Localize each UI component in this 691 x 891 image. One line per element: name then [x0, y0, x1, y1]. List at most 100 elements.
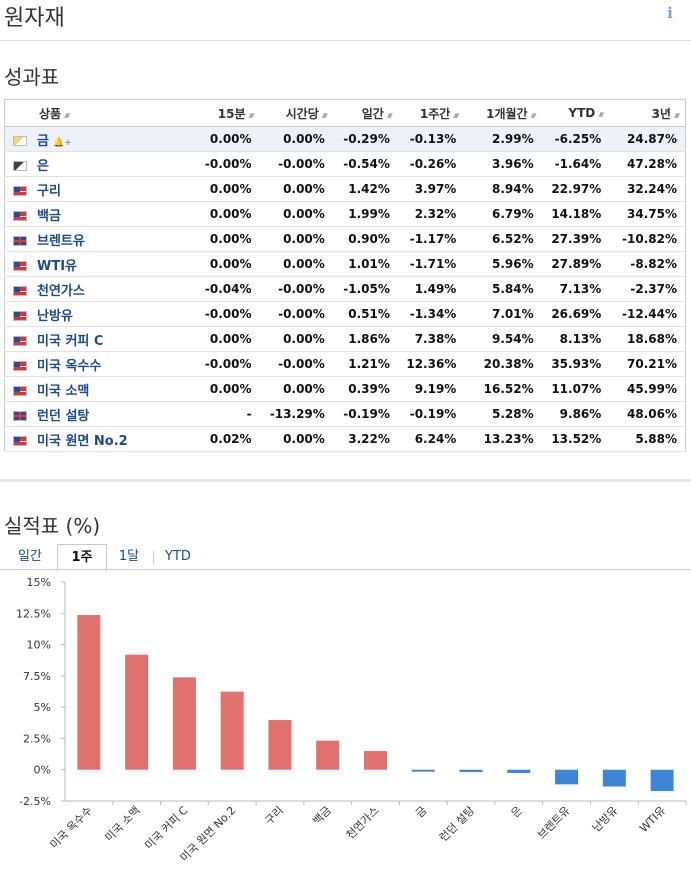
- column-header[interactable]: 시간당 ▴▾: [259, 99, 333, 127]
- commodity-name-link[interactable]: 은: [37, 158, 49, 174]
- column-header-label: 일간: [361, 106, 384, 121]
- sort-icon[interactable]: ▴▾: [453, 110, 459, 121]
- cell-value: -0.00%: [259, 301, 333, 327]
- cell-value: -0.04%: [190, 276, 260, 302]
- table-row[interactable]: 미국 옥수수 -0.00% -0.00% 1.21% 12.36% 20.38% 35.93…: [4, 351, 686, 377]
- column-header[interactable]: 일간 ▴▾: [332, 99, 398, 127]
- cell-value: -0.19%: [397, 401, 465, 427]
- cell-value: 18.68%: [609, 326, 686, 352]
- cell-value: -13.29%: [259, 401, 333, 427]
- performance-bar-chart: 15% 12.5% 10% 7.5% 5% 2.5% 0% -2.5%미국 옥수수 미국 소맥 미…: [16, 576, 687, 865]
- table-row[interactable]: 난방유 -0.00% -0.00% 0.51% -1.34% 7.01% 26.69% -12…: [4, 301, 686, 327]
- cell-value: -0.26%: [397, 151, 465, 177]
- bar: [507, 769, 531, 773]
- cell-value: 8.94%: [464, 176, 542, 202]
- sort-icon[interactable]: ▴▾: [321, 110, 328, 121]
- cell-value: 0.00%: [190, 126, 260, 152]
- commodity-name-link[interactable]: 천연가스: [37, 283, 85, 299]
- column-header[interactable]: 상품 ▴▾: [4, 99, 191, 127]
- commodity-name-link[interactable]: 백금: [37, 208, 61, 224]
- column-header[interactable]: 3년 ▴▾: [609, 99, 686, 127]
- cell-value: -0.00%: [190, 351, 260, 377]
- sort-icon[interactable]: ▴▾: [598, 110, 604, 120]
- y-tick-label: 15%: [27, 576, 51, 589]
- cell-value: 5.88%: [609, 426, 686, 452]
- column-header[interactable]: 1개월간 ▴▾: [464, 99, 542, 127]
- sort-icon[interactable]: ▴▾: [386, 110, 393, 121]
- table-row[interactable]: WTI유 0.00% 0.00% 1.01% -1.71% 5.96% 27.89% -8.8…: [4, 251, 686, 277]
- cell-value: 0.00%: [259, 426, 333, 452]
- column-header-label: 상품: [39, 106, 62, 121]
- commodity-name-link[interactable]: WTI유: [37, 258, 78, 274]
- cell-value: 70.21%: [609, 351, 686, 377]
- cell-value: 16.52%: [464, 376, 542, 402]
- cell-value: 0.00%: [190, 176, 260, 202]
- column-header[interactable]: 1주간 ▴▾: [397, 99, 465, 127]
- table-row[interactable]: 구리 0.00% 0.00% 1.42% 3.97% 8.94% 22.97% 32.24%: [4, 176, 686, 202]
- y-tick-label: 2.5%: [23, 732, 51, 745]
- cell-value: -: [190, 401, 260, 427]
- column-header-label: 1개월간: [486, 106, 528, 121]
- divider: [0, 40, 691, 41]
- commodity-name-link[interactable]: 미국 커피 C: [37, 333, 104, 349]
- sort-icon[interactable]: ▴▾: [248, 110, 255, 121]
- commodity-name-link[interactable]: 브렌트유: [37, 233, 85, 249]
- bar: [220, 691, 244, 770]
- cell-value: 48.06%: [609, 401, 686, 427]
- flag-icon: [13, 436, 27, 446]
- table-row[interactable]: 은 -0.00% -0.00% -0.54% -0.26% 3.96% -1.64% 47.2…: [4, 151, 686, 177]
- cell-value: 20.38%: [464, 351, 542, 377]
- y-tick-label: 0%: [34, 764, 51, 777]
- commodity-name-link[interactable]: 미국 옥수수: [37, 358, 102, 374]
- x-tick-label: 브렌트유: [535, 804, 573, 842]
- sort-icon[interactable]: ▴▾: [530, 110, 537, 121]
- column-header[interactable]: YTD ▴▾: [541, 99, 610, 127]
- cell-value: 6.52%: [464, 226, 542, 252]
- cell-value: 0.00%: [259, 326, 333, 352]
- column-header-label: YTD: [568, 106, 596, 120]
- cell-value: -12.44%: [609, 301, 686, 327]
- flag-icon: [13, 411, 27, 421]
- y-tick-label: 12.5%: [16, 607, 51, 620]
- bar: [364, 751, 387, 770]
- tab-1[interactable]: 1주: [57, 544, 107, 572]
- bar: [316, 740, 340, 770]
- cell-value: 1.86%: [332, 326, 398, 352]
- table-row[interactable]: 미국 소맥 0.00% 0.00% 0.39% 9.19% 16.52% 11.07% 45.…: [4, 376, 686, 402]
- sort-icon[interactable]: ▴▾: [64, 110, 70, 121]
- cell-value: 0.02%: [190, 426, 260, 452]
- sort-icon[interactable]: ▴▾: [673, 110, 680, 121]
- cell-value: 27.39%: [541, 226, 610, 252]
- column-header-label: 15분: [217, 106, 246, 121]
- tab-2[interactable]: 1달: [118, 549, 140, 564]
- table-row[interactable]: 백금 0.00% 0.00% 1.99% 2.32% 6.79% 14.18% 34.75%: [4, 201, 686, 227]
- cell-value: 0.00%: [190, 376, 260, 402]
- cell-value: 0.00%: [190, 251, 260, 277]
- cell-value: 3.96%: [464, 151, 542, 177]
- tab-3[interactable]: YTD: [165, 549, 191, 564]
- add-alert-bell-icon[interactable]: 🔔+: [52, 137, 72, 148]
- table-row[interactable]: 천연가스 -0.04% -0.00% -1.05% 1.49% 5.84% 7.13% -2.…: [4, 276, 686, 302]
- commodity-name-link[interactable]: 금: [37, 133, 49, 149]
- tab-0[interactable]: 일간: [18, 549, 42, 564]
- table-row[interactable]: 미국 원면 No.2 0.02% 0.00% 3.22% 6.24% 13.23% 13.5…: [4, 426, 686, 452]
- commodity-name-link[interactable]: 난방유: [37, 308, 73, 324]
- commodity-name-link[interactable]: 미국 원면 No.2: [37, 433, 128, 449]
- table-row[interactable]: 브렌트유 0.00% 0.00% 0.90% -1.17% 6.52% 27.39% -10.…: [4, 226, 686, 252]
- table-row[interactable]: 런던 설탕 - -13.29% -0.19% -0.19% 5.28% 9.86% 48.06…: [4, 401, 686, 427]
- cell-value: 3.22%: [332, 426, 398, 452]
- info-icon[interactable]: i: [667, 4, 673, 22]
- cell-value: 0.39%: [332, 376, 398, 402]
- table-row[interactable]: 미국 커피 C 0.00% 0.00% 1.86% 7.38% 9.54% 8.13% 18.…: [4, 326, 686, 352]
- column-header-label: 시간당: [285, 106, 319, 121]
- column-header[interactable]: 15분 ▴▾: [190, 99, 260, 127]
- commodity-name-link[interactable]: 미국 소맥: [37, 383, 90, 399]
- bar: [172, 677, 196, 770]
- commodity-name-link[interactable]: 런던 설탕: [37, 408, 90, 424]
- cell-value: 32.24%: [609, 176, 686, 202]
- cell-value: 13.52%: [541, 426, 610, 452]
- flag-icon: [13, 286, 27, 296]
- commodity-name-link[interactable]: 구리: [37, 183, 61, 199]
- cell-value: -2.37%: [609, 276, 686, 302]
- table-row[interactable]: 금 🔔+ 0.00% 0.00% -0.29% -0.13% 2.99% -6.25% 24.8…: [4, 126, 686, 152]
